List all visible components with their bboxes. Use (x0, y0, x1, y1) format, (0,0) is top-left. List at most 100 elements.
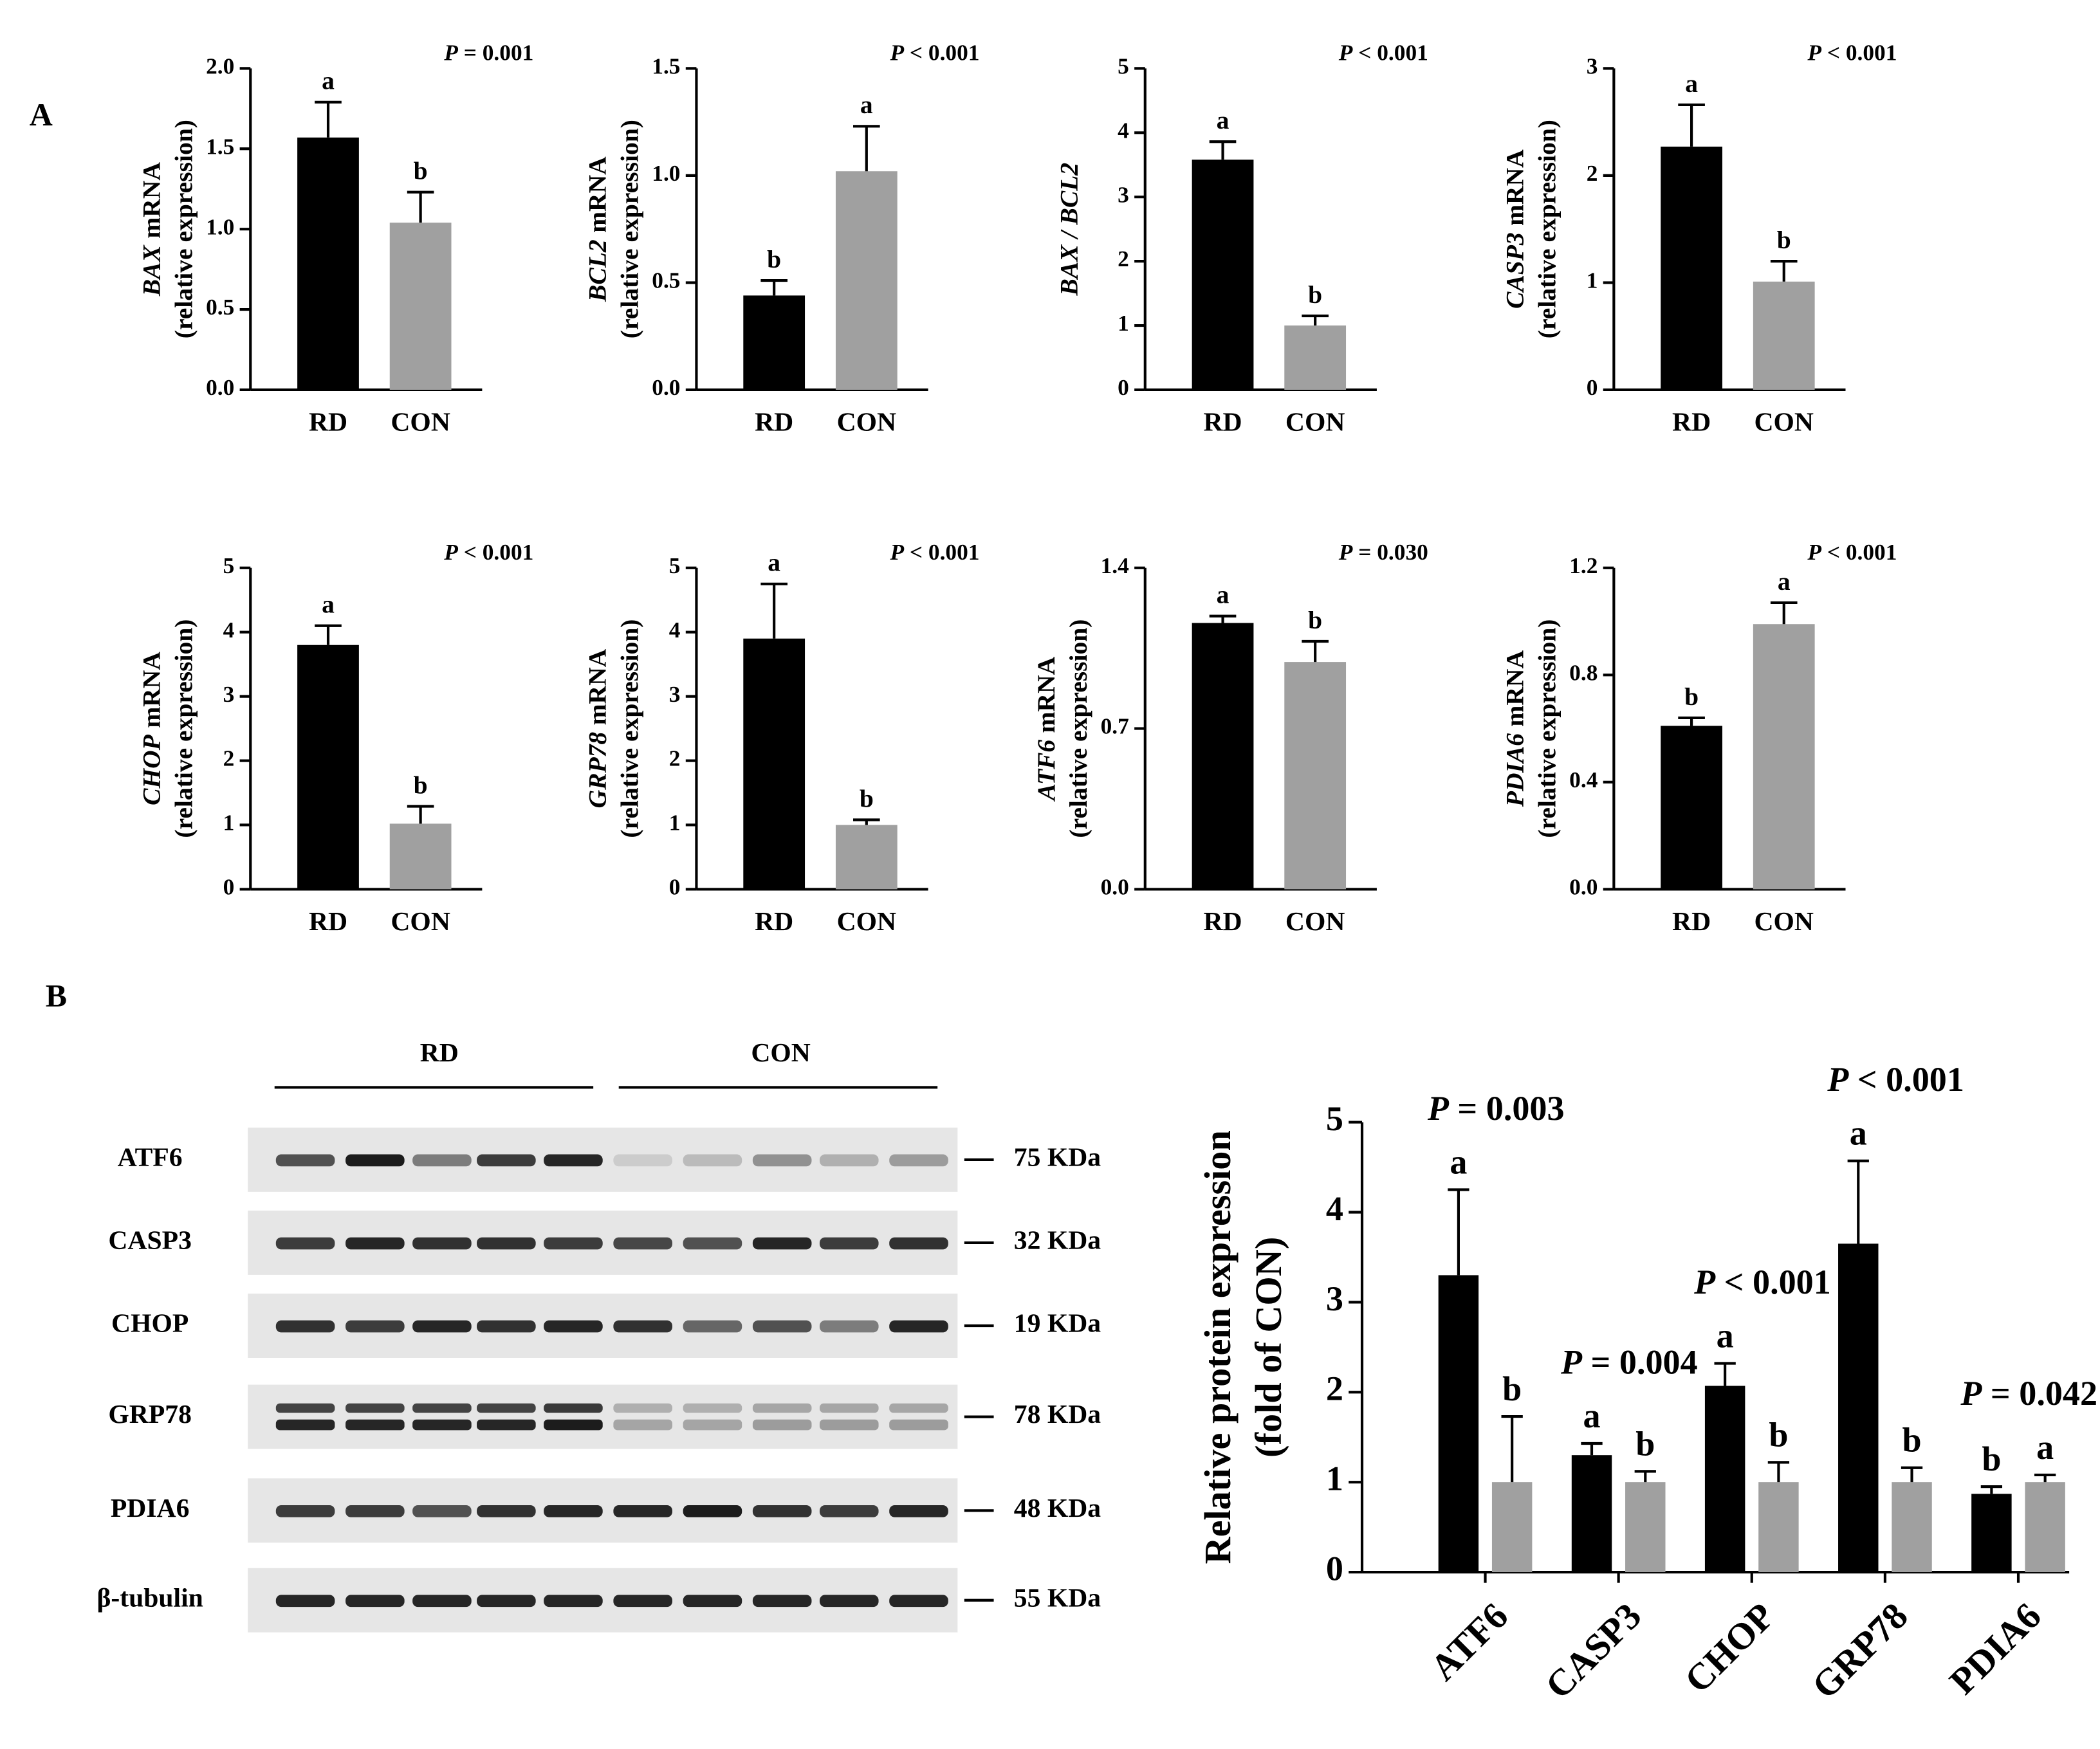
y-tick-label: 3 (223, 681, 235, 707)
blot-band (412, 1403, 472, 1413)
y-tick-label: 0.7 (1101, 713, 1129, 739)
blot-band (345, 1595, 405, 1607)
x-tick-label: CON (837, 907, 897, 937)
blot-band (345, 1320, 405, 1333)
blot-band (889, 1419, 948, 1431)
blot-band (683, 1403, 742, 1413)
y-axis-label: Relative protein expression (1197, 1130, 1239, 1564)
protein-label: CHOP (111, 1309, 189, 1339)
y-label-gene: PDIA6 (1501, 733, 1529, 807)
blot-strip (248, 1384, 958, 1449)
y-tick-label: 5 (1326, 1099, 1343, 1138)
x-tick-label: CON (391, 408, 450, 437)
blot-band (412, 1237, 472, 1250)
blot-band (275, 1237, 335, 1250)
y-tick-label: 0.5 (206, 294, 234, 320)
p-symbol: P (1807, 40, 1821, 66)
letter-label: b (1308, 280, 1322, 309)
bar (2025, 1482, 2065, 1573)
blot-band (275, 1403, 335, 1413)
p-symbol: P (1693, 1263, 1716, 1301)
y-label-unit: mRNA (137, 162, 165, 239)
letter-label: b (414, 771, 428, 799)
x-tick-label: CON (1285, 408, 1345, 437)
blot-band (752, 1320, 812, 1333)
letter-label: a (2036, 1428, 2054, 1467)
y-tick-label: 3 (669, 681, 681, 707)
bar (1192, 623, 1254, 890)
x-tick-label: CON (1754, 408, 1814, 437)
y-tick-label: 2 (1326, 1369, 1343, 1408)
p-text: < 0.001 (1827, 40, 1897, 66)
y-label-gene: GRP78 (584, 732, 612, 809)
letter-label: b (1769, 1415, 1788, 1454)
blot-band (275, 1505, 335, 1517)
y-label-unit: mRNA (584, 648, 612, 725)
x-tick-label: ATF6 (1422, 1595, 1516, 1689)
blot-band (683, 1419, 742, 1431)
blot-band (819, 1505, 879, 1517)
y-label-gene: BAX (137, 244, 165, 297)
p-text: < 0.001 (1827, 539, 1897, 565)
y-tick-label: 0 (1118, 374, 1129, 400)
bar (1625, 1482, 1666, 1573)
blot-band (819, 1403, 879, 1413)
p-symbol: P (1427, 1089, 1450, 1128)
y-axis-label: (relative expression) (1533, 619, 1561, 838)
y-axis-label: GRP78 mRNA (584, 648, 612, 808)
y-tick-label: 2 (223, 746, 235, 771)
y-axis-label: (relative expression) (616, 619, 644, 838)
p-symbol: P (443, 40, 458, 66)
letter-label: a (1717, 1316, 1734, 1355)
blot-band (275, 1320, 335, 1333)
letter-label: a (1450, 1142, 1467, 1181)
p-text: < 0.001 (910, 40, 980, 66)
p-symbol: P (1338, 40, 1353, 66)
blot-band (683, 1505, 742, 1517)
y-label-unit: mRNA (1501, 149, 1529, 226)
bar (1192, 160, 1254, 390)
bar (1704, 1386, 1745, 1573)
y-tick-label: 0.0 (652, 374, 680, 400)
bar (835, 171, 898, 390)
p-annotation: P = 0.003 (1427, 1089, 1565, 1128)
y-axis-label: BAX mRNA (137, 162, 165, 297)
x-tick-label: RD (755, 907, 793, 937)
p-symbol: P (889, 40, 904, 66)
letter-label: b (1982, 1440, 2001, 1478)
blot-band (613, 1320, 672, 1333)
blot-band (275, 1419, 335, 1431)
x-tick-label: RD (755, 408, 793, 437)
blot-band (477, 1154, 536, 1167)
letter-label: b (767, 245, 781, 273)
blot-band (613, 1505, 672, 1517)
y-tick-label: 1 (669, 810, 681, 836)
size-label: 75 KDa (1014, 1142, 1101, 1172)
group-label: CON (751, 1038, 811, 1068)
bar (1661, 726, 1722, 890)
y-axis-label: (relative expression) (1533, 120, 1561, 338)
y-tick-label: 1 (223, 810, 235, 836)
blot-band (412, 1505, 472, 1517)
letter-label: a (1217, 106, 1230, 134)
p-annotation: P < 0.001 (1338, 40, 1428, 66)
bar (297, 137, 359, 390)
p-annotation: P = 0.004 (1560, 1343, 1698, 1382)
y-tick-label: 2.0 (206, 53, 234, 78)
blot-band (683, 1237, 742, 1250)
blot-band (613, 1403, 672, 1413)
p-annotation: P < 0.001 (1807, 539, 1897, 565)
x-tick-label: CHOP (1677, 1595, 1783, 1701)
y-tick-label: 1.0 (652, 160, 680, 186)
p-text: < 0.001 (464, 539, 534, 565)
blot-band (889, 1403, 948, 1413)
p-symbol: P (1807, 539, 1821, 565)
y-axis-label: CASP3 mRNA (1501, 149, 1529, 309)
p-symbol: P (1960, 1375, 1982, 1413)
blot-band (613, 1237, 672, 1250)
bar (389, 823, 452, 890)
y-tick-label: 0.0 (1101, 874, 1129, 900)
letter-label: a (1217, 581, 1230, 609)
y-label-unit: mRNA (137, 652, 165, 728)
y-tick-label: 4 (223, 617, 235, 643)
